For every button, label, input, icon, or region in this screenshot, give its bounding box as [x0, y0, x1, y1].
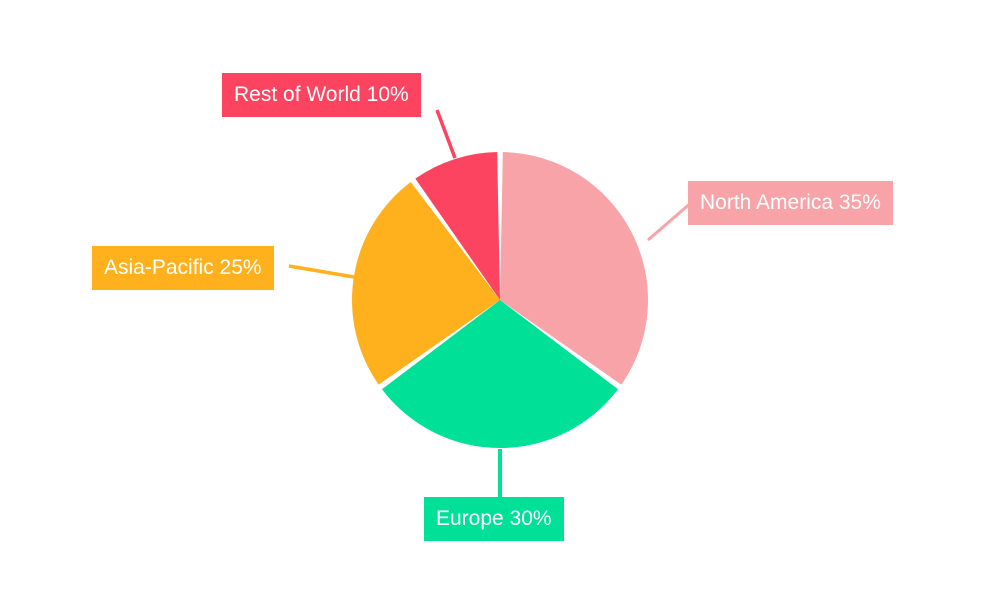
pie-label-north-america[interactable]: North America 35%	[688, 181, 893, 225]
pie-slice-rest-of-world[interactable]	[415, 152, 500, 300]
leader-line-north-america	[647, 200, 693, 242]
leader-line-asia-pacific	[288, 264, 355, 279]
pie-leader-lines	[288, 109, 693, 500]
pie-slices	[352, 152, 648, 448]
pie-slice-north-america[interactable]	[500, 152, 648, 385]
pie-label-rest-of-world[interactable]: Rest of World 10%	[222, 73, 421, 117]
pie-label-asia-pacific[interactable]: Asia-Pacific 25%	[92, 246, 274, 290]
pie-slice-asia-pacific[interactable]	[352, 181, 500, 385]
pie-slice-europe[interactable]	[381, 300, 619, 448]
leader-line-rest-of-world	[435, 109, 457, 159]
pie-label-europe[interactable]: Europe 30%	[424, 497, 564, 541]
